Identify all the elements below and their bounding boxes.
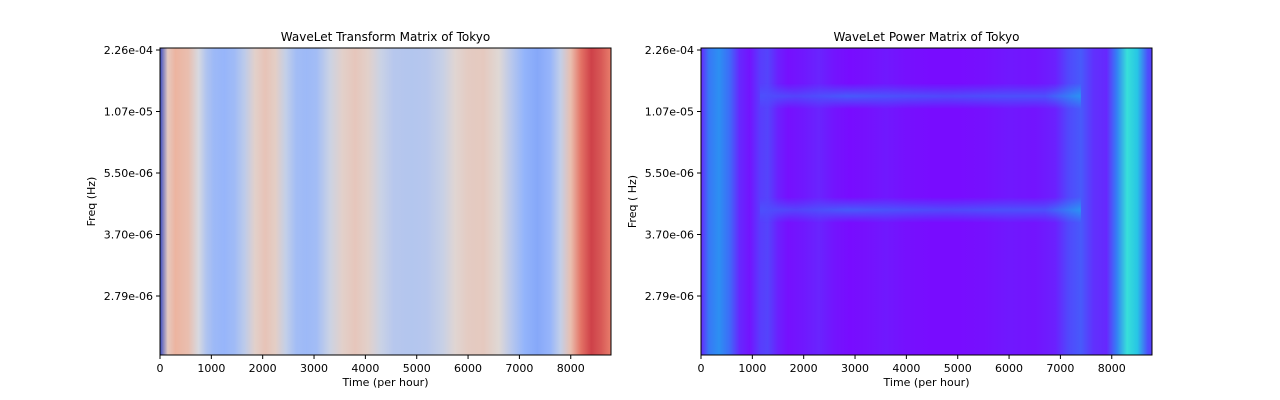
x-tick-label: 4000 [351,362,379,375]
x-tick-label: 0 [157,362,164,375]
x-tick-label: 7000 [505,362,533,375]
power-band [760,196,1081,223]
x-tick-label: 6000 [454,362,482,375]
x-tick-label: 1000 [738,362,766,375]
x-tick-label: 1000 [197,362,225,375]
y-tick-label: 1.07e-05 [645,106,694,119]
y-tick-label: 2.79e-06 [645,290,694,303]
chart-title-transform: WaveLet Transform Matrix of Tokyo [281,30,490,44]
x-tick-label: 4000 [892,362,920,375]
y-tick-label: 5.50e-06 [104,167,153,180]
x-tick-label: 0 [698,362,705,375]
y-axis-ticks-power: 2.26e-04 1.07e-05 5.50e-06 3.70e-06 2.79e-06 [645,44,701,303]
y-axis-label-transform: Freq (Hz) [85,177,98,227]
y-axis-label-power: Freq ( Hz) [626,175,639,228]
x-tick-label: 8000 [557,362,585,375]
y-tick-label: 3.70e-06 [645,229,694,242]
x-tick-label: 3000 [300,362,328,375]
x-axis-label-transform: Time (per hour) [342,376,429,389]
x-tick-label: 6000 [995,362,1023,375]
y-tick-label: 2.26e-04 [645,44,694,57]
panel-transform: WaveLet Transform Matrix of Tokyo 0 1000 2… [85,30,612,389]
x-tick-label: 2000 [249,362,277,375]
x-axis-ticks-power: 0 1000 2000 3000 4000 5000 6000 7000 8000 [698,355,1126,375]
y-axis-ticks-transform: 2.26e-04 1.07e-05 5.50e-06 3.70e-06 2.79e-06 [104,44,160,303]
x-tick-label: 5000 [944,362,972,375]
y-tick-label: 2.26e-04 [104,44,153,57]
axes-frame-transform [159,47,612,356]
heatmap-transform [160,48,611,355]
y-tick-label: 2.79e-06 [104,290,153,303]
y-tick-label: 5.50e-06 [645,167,694,180]
x-tick-label: 8000 [1098,362,1126,375]
y-tick-label: 3.70e-06 [104,229,153,242]
x-tick-label: 3000 [841,362,869,375]
power-band [760,83,1081,110]
x-axis-label-power: Time (per hour) [883,376,970,389]
x-tick-label: 2000 [790,362,818,375]
x-axis-ticks-transform: 0 1000 2000 3000 4000 5000 6000 7000 8000 [157,355,585,375]
y-tick-label: 1.07e-05 [104,106,153,119]
x-tick-label: 7000 [1046,362,1074,375]
panel-power: WaveLet Power Matrix of Tokyo 0 1000 2000 3… [626,30,1153,389]
chart-title-power: WaveLet Power Matrix of Tokyo [834,30,1020,44]
x-tick-label: 5000 [403,362,431,375]
power-bands [760,83,1081,223]
axes-frame-power [700,47,1153,356]
